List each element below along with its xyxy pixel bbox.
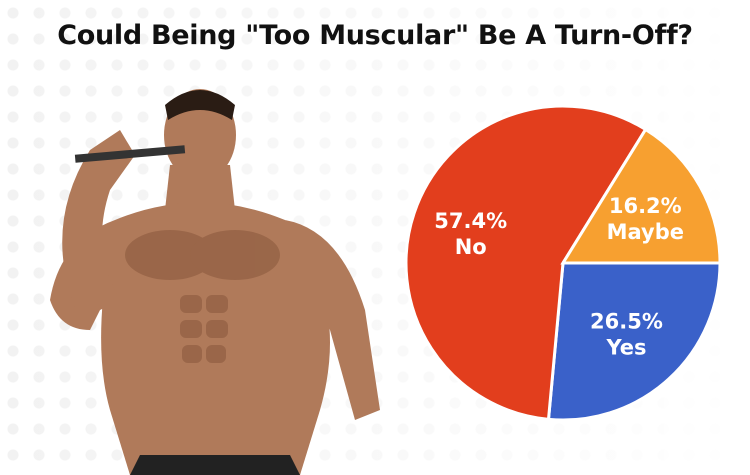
pie-category-label-yes: Yes: [605, 336, 646, 360]
chart-title: Could Being "Too Muscular" Be A Turn-Off…: [57, 20, 693, 51]
pie-slice-yes: [546, 261, 722, 422]
pie-category-label-no: No: [455, 235, 487, 259]
pie-value-label-no: 57.4%: [434, 209, 507, 233]
pie-slice-no: [404, 104, 648, 421]
muscular-man-photo: [50, 89, 380, 475]
pie-slice-maybe: [560, 127, 722, 265]
pie-category-label-maybe: Maybe: [607, 220, 684, 244]
pie-value-label-yes: 26.5%: [590, 310, 663, 334]
pie-value-label-maybe: 16.2%: [609, 194, 682, 218]
